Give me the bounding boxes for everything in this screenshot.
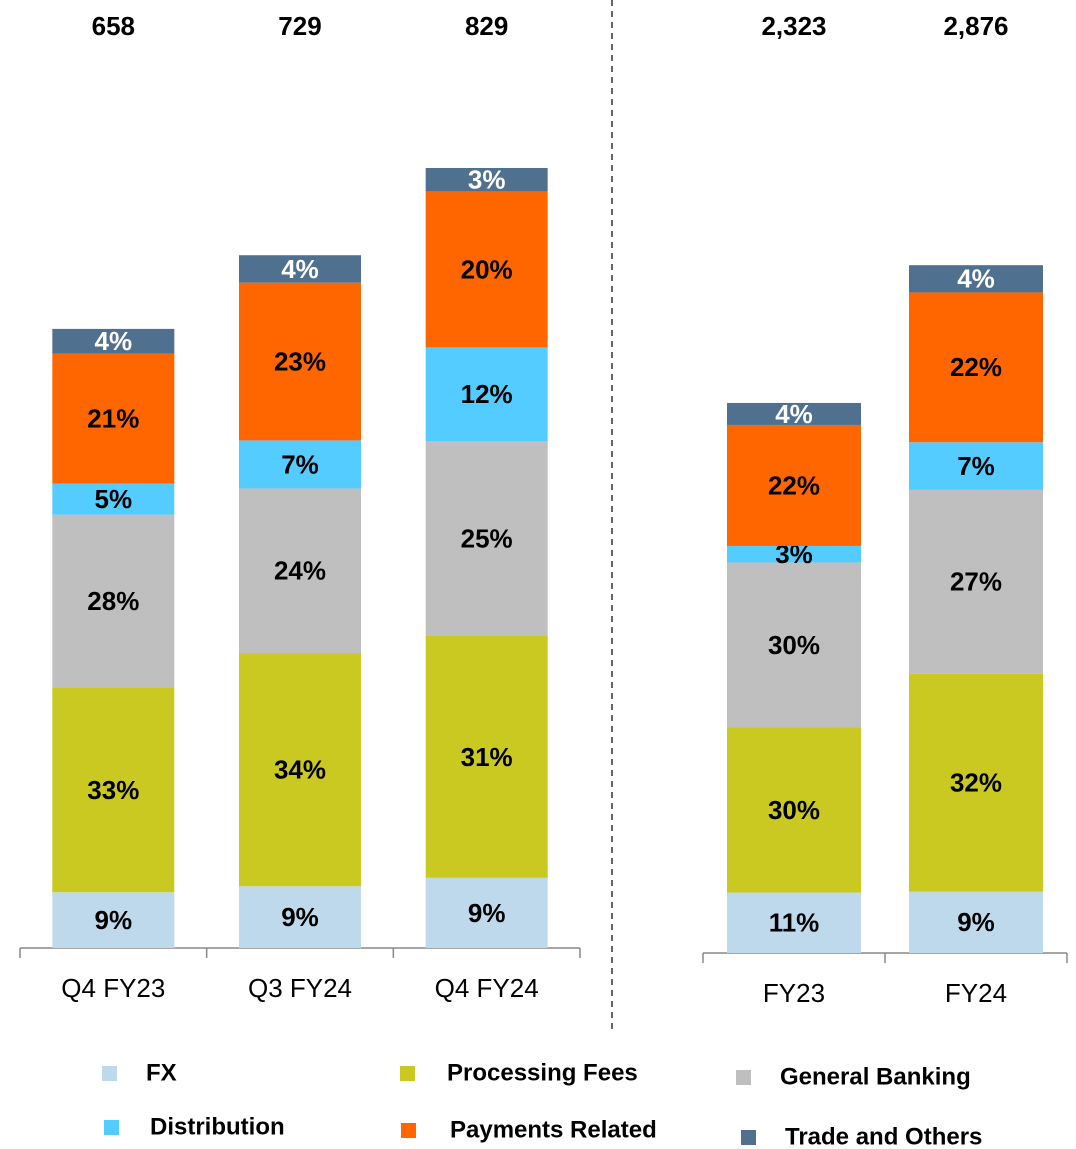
total-label: 2,323: [761, 11, 826, 41]
x-tick-label: FY24: [945, 978, 1007, 1008]
data-label: 28%: [87, 586, 139, 616]
legend-swatch: [102, 1066, 117, 1081]
legend-swatch: [104, 1120, 119, 1135]
bar-segment: [239, 886, 361, 948]
data-label: 22%: [950, 352, 1002, 382]
bar-segment: [425, 191, 548, 348]
x-tick-label: Q4 FY23: [61, 973, 165, 1003]
data-label: 4%: [775, 399, 813, 429]
total-label: 829: [465, 11, 508, 41]
bar-segment: [727, 562, 861, 728]
bar-segment: [52, 328, 175, 354]
data-label: 20%: [461, 254, 513, 284]
bar-segment: [52, 687, 175, 893]
data-label: 9%: [468, 898, 506, 928]
legend-label: Distribution: [150, 1113, 285, 1140]
bar-segment: [909, 442, 1043, 490]
data-label: 4%: [957, 264, 995, 294]
data-label: 34%: [274, 755, 326, 785]
data-label: 4%: [95, 326, 133, 356]
bar-segment: [909, 673, 1043, 892]
legend-swatch: [741, 1130, 756, 1145]
data-label: 30%: [768, 630, 820, 660]
data-label: 5%: [95, 484, 133, 514]
x-tick-label: Q3 FY24: [248, 973, 352, 1003]
data-label: 33%: [87, 775, 139, 805]
bar-segment: [727, 892, 861, 953]
data-label: 22%: [768, 470, 820, 500]
legend-label: Payments Related: [450, 1116, 657, 1143]
data-label: 3%: [468, 165, 506, 195]
bar-segment: [425, 877, 548, 948]
legend-label: FX: [146, 1059, 177, 1086]
total-label: 729: [278, 11, 321, 41]
bar-segment: [909, 292, 1043, 443]
bar-segment: [425, 636, 548, 878]
data-label: 9%: [957, 907, 995, 937]
bar-segment: [727, 545, 861, 563]
data-label: 4%: [281, 254, 319, 284]
data-label: 23%: [274, 346, 326, 376]
bar-segment: [727, 727, 861, 893]
bar-segment: [425, 347, 548, 441]
bar-segment: [52, 892, 175, 948]
x-tick-label: Q4 FY24: [435, 973, 539, 1003]
bar-segment: [239, 255, 361, 283]
bar-segment: [909, 265, 1043, 293]
bar-segment: [52, 514, 175, 688]
bar-segment: [52, 353, 175, 484]
data-label: 7%: [957, 451, 995, 481]
data-label: 21%: [87, 404, 139, 434]
bar-segment: [425, 168, 548, 192]
bar-segment: [425, 441, 548, 636]
bar-segment: [727, 424, 861, 546]
data-label: 25%: [461, 523, 513, 553]
data-label: 7%: [281, 449, 319, 479]
bar-segment: [727, 402, 861, 425]
data-label: 32%: [950, 768, 1002, 798]
data-label: 30%: [768, 795, 820, 825]
total-label: 658: [92, 11, 135, 41]
bar-segment: [239, 440, 361, 489]
legend-label: Processing Fees: [447, 1059, 638, 1086]
bar-segment: [52, 483, 175, 515]
bar-segment: [239, 282, 361, 441]
data-label: 27%: [950, 567, 1002, 597]
data-label: 9%: [95, 905, 133, 935]
data-label: 24%: [274, 556, 326, 586]
bar-segment: [239, 488, 361, 654]
legend-label: General Banking: [780, 1063, 971, 1090]
data-label: 9%: [281, 902, 319, 932]
bar-segment: [239, 653, 361, 887]
legend-label: Trade and Others: [785, 1123, 982, 1149]
bar-segment: [909, 489, 1043, 674]
x-tick-label: FY23: [763, 978, 825, 1008]
total-label: 2,876: [943, 11, 1008, 41]
data-label: 11%: [769, 908, 820, 938]
legend-swatch: [400, 1066, 415, 1081]
bar-segment: [909, 891, 1043, 953]
data-label: 31%: [461, 742, 513, 772]
legend-swatch: [736, 1070, 751, 1085]
legend-swatch: [401, 1123, 416, 1138]
data-label: 12%: [461, 379, 513, 409]
